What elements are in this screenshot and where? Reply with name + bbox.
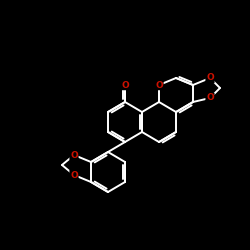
Text: O: O: [206, 94, 214, 102]
Text: O: O: [70, 150, 78, 160]
Text: O: O: [206, 74, 214, 82]
Text: O: O: [121, 80, 129, 90]
Text: O: O: [155, 80, 163, 90]
Text: O: O: [70, 170, 78, 179]
